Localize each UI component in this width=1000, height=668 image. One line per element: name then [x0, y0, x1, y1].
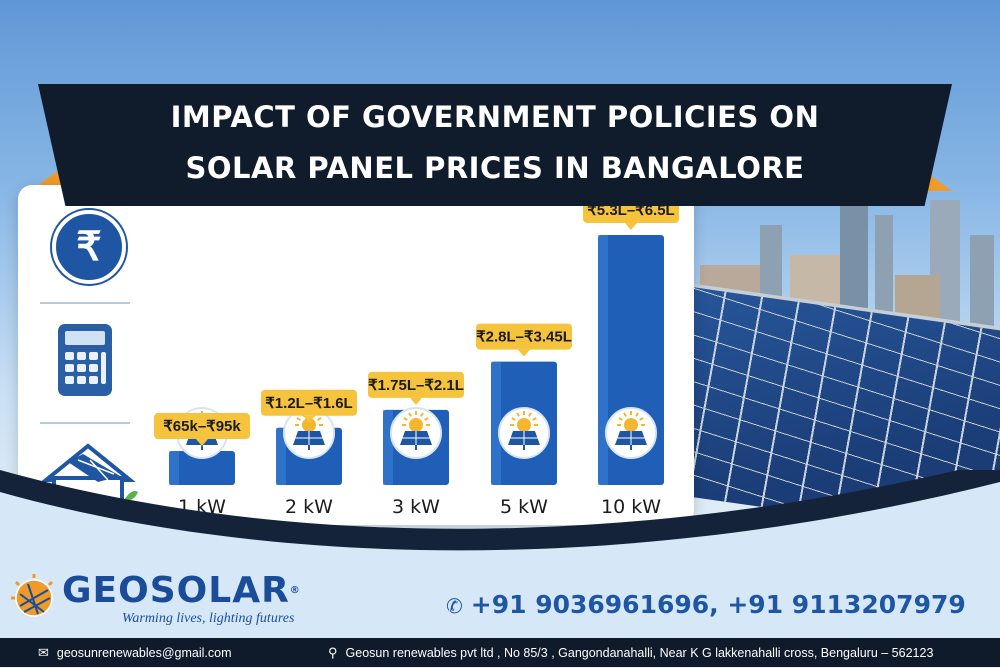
chart-card: ₹65k–₹95k 1 kW ₹1.2L–₹1.6L 2 kW ₹1.75L–₹2.1L… — [18, 185, 694, 525]
phone-numbers[interactable]: ✆ +91 9036961696, +91 9113207979 — [446, 590, 966, 619]
logo-sun-globe-icon — [11, 574, 54, 617]
solar-panel-sun-icon — [605, 407, 657, 459]
footer-bar: ✉ geosunrenewables@gmail.com ⚲ Geosun rene… — [0, 638, 1000, 667]
value-label-box — [261, 389, 357, 416]
location-pin-icon: ⚲ — [328, 645, 338, 660]
title-banner — [38, 84, 952, 206]
bar-highlight-4 — [491, 361, 501, 485]
email-text: geosunrenewables@gmail.com — [56, 646, 232, 660]
bar-1 — [169, 451, 235, 485]
value-label-box — [476, 323, 572, 350]
brand-name: GEOSOLAR® — [62, 570, 301, 611]
solar-panel-sun-icon — [498, 407, 550, 459]
phone-icon: ✆ — [446, 594, 463, 618]
value-label: ₹2.8L–₹3.45L — [476, 329, 572, 346]
divider — [40, 422, 130, 424]
contact-area — [0, 560, 1000, 638]
phone-text: +91 9036961696, +91 9113207979 — [470, 590, 966, 619]
footer-email[interactable]: ✉ geosunrenewables@gmail.com — [38, 638, 232, 668]
value-label-pointer — [518, 349, 530, 357]
title-line-2: SOLAR PANEL PRICES IN BANGALORE — [185, 151, 805, 185]
value-label-pointer — [196, 439, 208, 447]
icon-column: ₹ — [18, 190, 138, 510]
divider — [40, 302, 130, 304]
bar-highlight-2 — [276, 427, 286, 485]
value-label-pointer — [410, 397, 422, 405]
value-label: ₹1.2L–₹1.6L — [265, 395, 352, 412]
city-rooftop-photo — [690, 150, 1000, 510]
address-text: Geosun renewables pvt ltd , No 85/3 , Ga… — [345, 646, 934, 660]
category-label: 5 kW — [500, 496, 548, 518]
mail-icon: ✉ — [38, 645, 49, 660]
title-line-1: IMPACT OF GOVERNMENT POLICIES ON — [170, 100, 820, 134]
value-label: ₹5.3L–₹6.5L — [587, 202, 674, 219]
solar-panel-sun-icon — [283, 407, 335, 459]
solar-panel-sun-icon — [390, 407, 442, 459]
category-label: 2 kW — [285, 496, 333, 518]
geosolar-logo: GEOSOLAR® Warming lives, lighting future… — [10, 570, 310, 630]
calculator-icon — [58, 324, 112, 396]
footer-address: ⚲ Geosun renewables pvt ltd , No 85/3 , G… — [328, 638, 933, 668]
page-title: IMPACT OF GOVERNMENT POLICIES ON SOLAR P… — [38, 92, 952, 194]
category-label: 3 kW — [392, 496, 440, 518]
bar-highlight-3 — [383, 409, 393, 485]
value-label-box — [368, 371, 464, 398]
value-label: ₹1.75L–₹2.1L — [368, 377, 464, 394]
bar-highlight-1 — [169, 451, 179, 485]
value-label: ₹65k–₹95k — [163, 418, 241, 435]
bar-highlight-5 — [598, 235, 608, 485]
value-label-box — [154, 413, 250, 440]
category-label: 10 kW — [601, 496, 661, 518]
rupee-icon: ₹ — [52, 210, 126, 284]
brand-tagline: Warming lives, lighting futures — [122, 611, 295, 626]
value-label-pointer — [303, 415, 315, 423]
value-label-pointer — [625, 223, 637, 230]
